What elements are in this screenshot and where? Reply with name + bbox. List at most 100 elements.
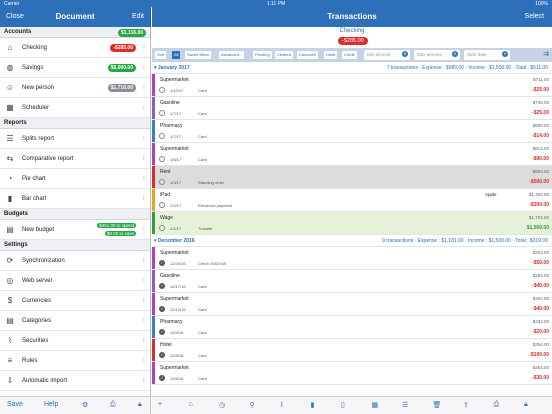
- pending-status-icon[interactable]: [159, 179, 165, 185]
- cleared-status-icon[interactable]: ✓: [159, 306, 165, 312]
- print-icon[interactable]: ⎙: [110, 401, 116, 408]
- transaction-row[interactable]: Supermarket ✓ 12/12/16 Card $294.00 -$40.00: [152, 293, 552, 316]
- category-color-bar: [152, 212, 155, 234]
- plus-icon[interactable]: +: [158, 401, 163, 408]
- sidebar-item-new-budget[interactable]: ▤ New budget $451.00 to spend $0.00 to save…: [0, 220, 150, 240]
- stats-icon[interactable]: ⚲: [249, 402, 255, 409]
- sidebar-item-bar-chart[interactable]: ▮ Bar chart ›: [0, 189, 150, 209]
- cleared-status-icon[interactable]: ✓: [159, 329, 165, 335]
- category-color-bar: [152, 362, 155, 384]
- clear-icon[interactable]: ✕: [452, 51, 458, 57]
- lock-icon[interactable]: 🔒︎: [138, 401, 142, 408]
- pending-status-icon[interactable]: [159, 156, 165, 162]
- transaction-row[interactable]: Hotel ✓ 12/8/16 Card $354.00 -$100.00: [152, 339, 552, 362]
- trash-icon[interactable]: 🗑︎: [432, 402, 442, 409]
- canceled-filter-button[interactable]: Canceled: [297, 51, 318, 59]
- list-icon[interactable]: ☰: [402, 402, 409, 409]
- transaction-amount: -$14.00: [532, 133, 549, 139]
- month-group-header[interactable]: ▾ December 2016 9 transactions · Expense …: [152, 235, 552, 247]
- chart-icon[interactable]: ⌇: [280, 402, 284, 409]
- grid-icon[interactable]: ▦: [371, 402, 379, 409]
- cleared-filter-button[interactable]: Cleared: [275, 51, 294, 59]
- sidebar-item-currencies[interactable]: $ Currencies ›: [0, 291, 150, 311]
- sidebar-item-automatic-import[interactable]: ⇩ Automatic import ›: [0, 371, 150, 391]
- transaction-amount: -$25.00: [532, 87, 549, 93]
- cleared-status-icon[interactable]: ✓: [159, 352, 165, 358]
- transaction-amount: -$25.00: [532, 110, 549, 116]
- sidebar-item-securities[interactable]: ⌇ Securities ›: [0, 331, 150, 351]
- transaction-row[interactable]: Gasoline ✓ 12/17/16 Card $254.00 -$40.00: [152, 270, 552, 293]
- bar-chart-icon: ▮: [7, 194, 13, 203]
- transaction-row[interactable]: Supermarket ✓ 12/6/16 Card $454.00 -$30.00: [152, 362, 552, 385]
- lock-icon[interactable]: 🔒︎: [524, 401, 528, 408]
- tag-icon[interactable]: ⌂: [188, 401, 193, 408]
- bar-chart-icon[interactable]: ▮: [310, 402, 315, 409]
- transaction-row[interactable]: Pharmacy ✓ 12/9/16 Card $334.00 -$20.00: [152, 316, 552, 339]
- transaction-mode: Card: [198, 284, 207, 289]
- piggy-bank-icon: ◍: [6, 63, 14, 72]
- transaction-row[interactable]: Gasoline 1/7/17 Card $736.00 -$25.00: [152, 97, 552, 120]
- sidebar-item-scheduler[interactable]: ▦ Scheduler ›: [0, 98, 150, 118]
- sidebar-item-web-server[interactable]: ◎ Web server ›: [0, 271, 150, 291]
- min-amount-input[interactable]: Min amount ✕: [364, 50, 410, 60]
- edit-button[interactable]: Edit: [131, 13, 144, 20]
- debit-filter-button[interactable]: Debit: [324, 51, 338, 59]
- pending-status-icon[interactable]: [159, 225, 165, 231]
- transaction-date: 12/24/16: [170, 261, 186, 266]
- currency-icon: $: [7, 296, 13, 305]
- start-date-input[interactable]: Start date ✕: [464, 50, 510, 60]
- settings-icon[interactable]: ⚙: [82, 402, 89, 409]
- clear-icon[interactable]: ✕: [502, 51, 508, 57]
- month-group-header[interactable]: ▾ January 2017 7 transactions · Expense :…: [152, 62, 552, 74]
- sidebar-item-label: Checking: [22, 45, 48, 51]
- chart-icon: ⌇: [8, 336, 12, 345]
- close-button[interactable]: Close: [6, 13, 24, 20]
- transaction-row[interactable]: Supermarket 1/10/17 Card $711.00 -$25.00: [152, 74, 552, 97]
- budgets-section-header-label: Budgets: [4, 211, 28, 217]
- clear-icon[interactable]: ✕: [402, 51, 408, 57]
- print-icon[interactable]: ⎙: [493, 401, 500, 408]
- transaction-row[interactable]: Supermarket 1/5/17 Card $814.00 -$90.00: [152, 143, 552, 166]
- transaction-row[interactable]: Wage 1/1/17 Transfer $1,704.00 $1,500.00: [152, 212, 552, 235]
- transaction-row[interactable]: Pharmacy 1/7/17 Card $800.00 -$14.00: [152, 120, 552, 143]
- transaction-row[interactable]: iPad 1/2/17 Electronic payment Apple $1,404.…: [152, 189, 552, 212]
- credit-filter-button[interactable]: Credit: [342, 51, 357, 59]
- cleared-status-icon[interactable]: ✓: [159, 283, 165, 289]
- transaction-row[interactable]: Supermarket ✓ 12/24/16 Check 0002345 $204.00…: [152, 247, 552, 270]
- running-balance: $294.00: [532, 296, 549, 301]
- transaction-mode: Standing order: [198, 180, 225, 185]
- transaction-mode: Card: [198, 330, 207, 335]
- max-amount-input[interactable]: Max amount ✕: [414, 50, 460, 60]
- advanced-filter-button[interactable]: Advanced...: [219, 51, 245, 59]
- sidebar-item-categories[interactable]: ▤ Categories ›: [0, 311, 150, 331]
- transaction-name: Pharmacy: [160, 123, 183, 129]
- help-button[interactable]: Help: [44, 401, 59, 408]
- sidebar-item-checking[interactable]: ⌂ Checking -$285.00 ›: [0, 38, 150, 58]
- select-button[interactable]: Select: [524, 13, 544, 20]
- sidebar-item-rules[interactable]: ≡ Rules ›: [0, 351, 150, 371]
- transaction-mode: Card: [198, 157, 207, 162]
- all-filter-button[interactable]: All: [172, 51, 181, 59]
- document-icon[interactable]: ▯: [341, 402, 345, 409]
- save-button[interactable]: Save: [7, 401, 23, 408]
- sidebar-item-pie-chart[interactable]: ◔ Pie chart ›: [0, 169, 150, 189]
- sidebar-item-label: Splits report: [22, 136, 55, 142]
- pending-status-icon[interactable]: [159, 110, 165, 116]
- pending-status-icon[interactable]: [159, 87, 165, 93]
- sidebar-item-comparative-report[interactable]: ⇆ Comparative report ›: [0, 149, 150, 169]
- sidebar-item-new-person[interactable]: ☺ New person $1,710.00 ›: [0, 78, 150, 98]
- pending-status-icon[interactable]: [159, 202, 165, 208]
- cleared-status-icon[interactable]: ✓: [159, 260, 165, 266]
- sort-button[interactable]: Sort: [155, 51, 167, 59]
- saved-filters-button[interactable]: Saved filters: [185, 51, 212, 59]
- share-icon[interactable]: ⇪: [463, 402, 469, 409]
- clock-icon[interactable]: ◷: [219, 402, 226, 409]
- sidebar-item-savings[interactable]: ◍ Savings $5,000.00 ›: [0, 58, 150, 78]
- sidebar-item-splits-report[interactable]: ☰ Splits report ›: [0, 129, 150, 149]
- sidebar-item-synchronization[interactable]: ⟳ Synchronization ›: [0, 251, 150, 271]
- pending-filter-button[interactable]: Pending: [253, 51, 272, 59]
- cleared-status-icon[interactable]: ✓: [159, 375, 165, 381]
- transaction-row[interactable]: Rent 1/3/17 Standing order $904.00 -$500.00: [152, 166, 552, 189]
- pending-status-icon[interactable]: [159, 133, 165, 139]
- next-filters-icon[interactable]: ⇉: [543, 51, 549, 58]
